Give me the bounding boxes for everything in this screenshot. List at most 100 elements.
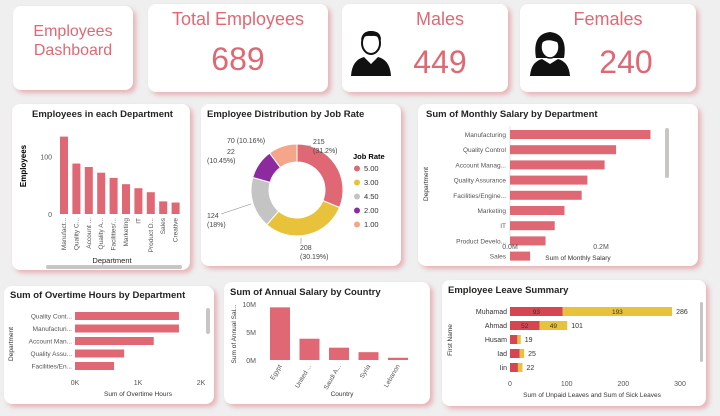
jobrate-legend-marker: [354, 165, 360, 172]
leave-ytick: Ahmad: [485, 323, 507, 330]
salary-xtick: 0.2M: [593, 244, 609, 251]
leave-bar-sick: [539, 321, 568, 330]
dept-bar: [159, 201, 168, 214]
leave-chart: Muhamad 286 93 193 Ahmad 101 52 49 Husam 19 Iad 25 I…: [447, 302, 703, 399]
leave-total-label: 25: [528, 351, 536, 358]
country-ylabel: Sum of Annual Sal...: [231, 304, 238, 363]
salary-ytick: Facilities/Engine...: [453, 193, 506, 200]
dept-ytick: 100: [40, 155, 52, 162]
salary-ytick: Account Manag...: [455, 162, 506, 169]
dept-chart: 0 100 Employees Manufact... Quality C... Acco…: [19, 136, 180, 265]
leave-unpaid-label: 52: [521, 323, 529, 330]
leave-scrollbar: [700, 302, 703, 362]
salary-dept-scrollbar[interactable]: [665, 128, 669, 178]
overtime-ytick: Quality Cont...: [31, 314, 72, 321]
dept-xtick: Creative: [173, 218, 180, 243]
jobrate-legend-label: 3.00: [364, 178, 379, 187]
leave-ytick: Husam: [485, 337, 507, 344]
salary-bar: [510, 221, 555, 231]
leave-xtick: 100: [561, 381, 573, 388]
dept-bar: [84, 166, 93, 214]
jobrate-callout-e: 70 (10.16%): [227, 138, 265, 145]
dept-xtick: Quality A...: [98, 218, 105, 250]
females-label: Females: [573, 9, 643, 29]
leave-ytick: Iin: [500, 365, 508, 372]
dept-xtick: Sales: [160, 217, 167, 234]
country-bar: [388, 357, 408, 360]
leave-total-label: 286: [676, 309, 688, 316]
country-xlabel: Country: [331, 391, 355, 398]
overtime-scrollbar: [206, 308, 210, 334]
overtime-bar: [75, 349, 125, 358]
dept-xtick: Quality C...: [73, 218, 80, 250]
dept-ylabel: Employees: [19, 144, 28, 187]
females-card: Females 240: [520, 4, 696, 92]
dept-bar: [146, 192, 155, 214]
dept-bar: [72, 163, 81, 214]
leave-card: Employee Leave Summary Muhamad 286 93 193 Ah…: [442, 280, 706, 406]
leave-sick-label: 49: [550, 323, 558, 330]
leave-ylabel: First Name: [447, 324, 454, 356]
dept-xtick: Product D...: [148, 218, 155, 253]
country-card: Sum of Annual Salary by Country 0M 5M 10M S…: [224, 282, 430, 404]
leave-xtick: 0: [508, 381, 512, 388]
overtime-ytick: Quality Assu...: [30, 351, 72, 358]
salary-ytick: Quality Control: [463, 147, 507, 154]
salary-dept-card: Sum of Monthly Salary by Department Manu…: [418, 104, 698, 266]
leave-bar-sick: [517, 363, 523, 372]
jobrate-callout-b2: (30.19%): [300, 254, 328, 261]
jobrate-callout-d2: (10.45%): [207, 158, 235, 165]
dept-scrollbar[interactable]: [46, 265, 182, 269]
leave-xlabel: Sum of Unpaid Leaves and Sum of Sick Lea…: [523, 392, 661, 399]
males-label: Males: [415, 9, 464, 29]
leave-sick-label: 193: [612, 309, 623, 316]
jobrate-chart-title: Employee Distribution by Job Rate: [207, 109, 365, 120]
salary-ytick: Sales: [490, 254, 507, 261]
country-bar: [270, 307, 290, 360]
country-chart: 0M 5M 10M Sum of Annual Sal... Egypt United .…: [231, 302, 408, 398]
overtime-bar: [75, 324, 179, 333]
salary-ytick: Quality Assurance: [454, 178, 507, 185]
dept-bar: [97, 172, 106, 214]
dept-ytick: 0: [48, 212, 52, 219]
dept-bar: [134, 188, 143, 214]
overtime-bar: [75, 337, 154, 345]
country-title: Sum of Annual Salary by Country: [230, 287, 381, 298]
jobrate-legend-marker: [354, 221, 360, 228]
salary-bar: [510, 160, 605, 170]
jobrate-legend-marker: [354, 179, 360, 186]
jobrate-callout-c2: (18%): [207, 222, 226, 229]
leave-bar-unpaid: [510, 321, 540, 330]
jobrate-callout-b: 208: [300, 245, 312, 252]
dept-bar: [171, 202, 180, 214]
female-avatar-icon: [530, 32, 570, 76]
salary-ytick: Product Develo...: [456, 238, 506, 245]
leave-ytick: Iad: [497, 351, 507, 358]
dashboard-title-line2: Dashboard: [33, 42, 113, 59]
male-avatar-icon: [351, 31, 391, 76]
females-value: 240: [599, 44, 653, 80]
country-bar: [358, 352, 379, 360]
jobrate-callout-c: 124: [207, 213, 219, 220]
jobrate-legend-marker: [354, 207, 360, 214]
leave-bar-sick: [519, 349, 525, 358]
males-card: Males 449: [342, 4, 508, 92]
overtime-xtick: 2K: [197, 380, 206, 387]
leave-bar-sick: [562, 307, 673, 316]
dashboard-title-line1: Employees: [33, 23, 113, 40]
salary-dept-chart: Manufacturing Quality Control Account Mana…: [423, 126, 651, 262]
leave-total-label: 22: [526, 365, 534, 372]
overtime-xtick: 0K: [71, 380, 80, 387]
overtime-title: Sum of Overtime Hours by Department: [10, 290, 186, 301]
leave-unpaid-label: 93: [533, 309, 541, 316]
jobrate-callout-d: 22: [227, 149, 235, 156]
jobrate-leader-c: [220, 203, 252, 215]
country-ytick: 0M: [246, 358, 256, 365]
dept-xtick: Manufact...: [61, 218, 68, 250]
total-employees-card: Total Employees 689: [148, 4, 328, 92]
salary-xtick: 0.0M: [502, 244, 518, 251]
dept-xtick: Facilities/...: [111, 218, 118, 251]
jobrate-callout-a2: (31.2%): [313, 148, 338, 155]
leave-total-label: 19: [525, 337, 533, 344]
leave-title: Employee Leave Summary: [448, 285, 569, 296]
